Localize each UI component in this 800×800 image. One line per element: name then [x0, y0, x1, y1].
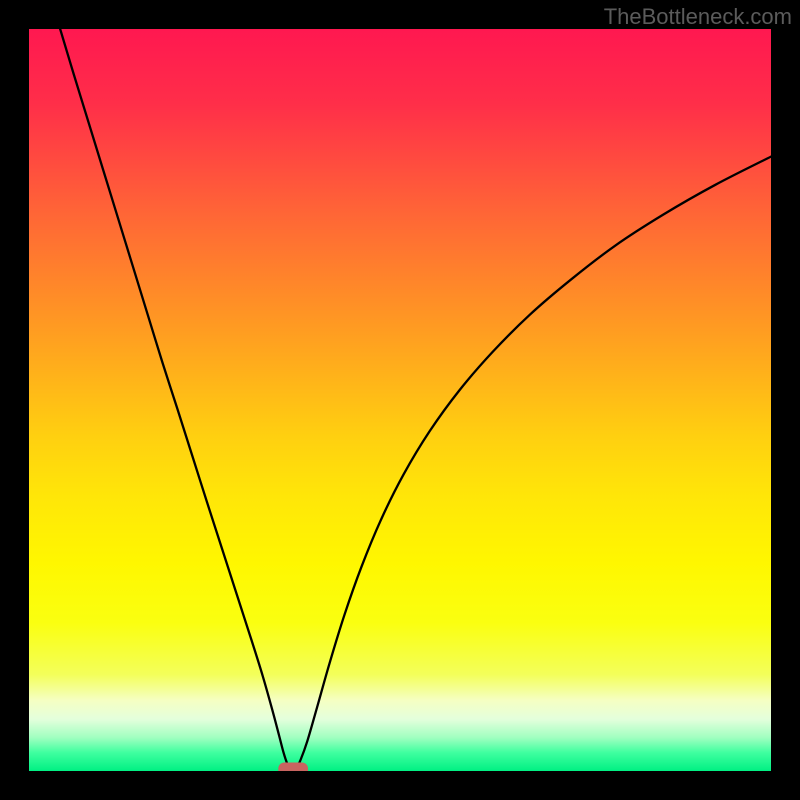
plot-area	[29, 29, 771, 771]
dip-marker	[278, 762, 308, 771]
outer-frame: TheBottleneck.com	[0, 0, 800, 800]
curve-right-branch	[296, 157, 771, 769]
watermark-text: TheBottleneck.com	[604, 4, 792, 30]
bottleneck-curve-svg	[29, 29, 771, 771]
curve-left-branch	[60, 29, 290, 769]
